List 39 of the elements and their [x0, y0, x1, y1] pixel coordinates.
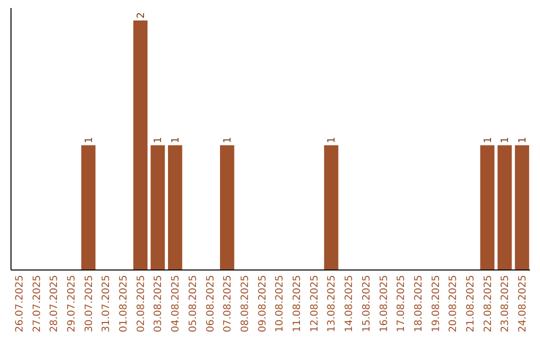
x-tick-label: 22.08.2025 [482, 275, 494, 332]
x-tick-label: 11.08.2025 [292, 275, 304, 332]
data-label: 1 [84, 136, 95, 144]
data-label: 1 [170, 136, 182, 144]
x-tick-label: 13.08.2025 [326, 275, 338, 332]
x-tick-label: 12.08.2025 [309, 275, 320, 332]
x-tick-label: 29.07.2025 [66, 275, 78, 332]
x-tick-label: 23.08.2025 [500, 275, 512, 332]
x-tick-label: 01.08.2025 [118, 275, 130, 332]
x-tick-label: 18.08.2025 [413, 275, 424, 332]
data-label: 1 [518, 136, 529, 144]
x-tick-label: 26.07.2025 [14, 275, 26, 332]
x-tick-label: 30.07.2025 [84, 275, 95, 332]
data-label: 1 [153, 136, 164, 144]
x-tick-label: 09.08.2025 [257, 275, 268, 332]
x-tick-label: 06.08.2025 [205, 275, 216, 332]
data-label: 1 [222, 136, 234, 144]
x-tick-label: 31.07.2025 [101, 275, 112, 332]
x-tick-label: 20.08.2025 [448, 275, 460, 332]
x-tick-label: 03.08.2025 [153, 275, 164, 332]
x-tick-label: 21.08.2025 [465, 275, 476, 332]
x-tick-label: 17.08.2025 [396, 275, 408, 332]
x-tick-label: 02.08.2025 [136, 275, 147, 332]
data-label: 1 [500, 136, 512, 144]
data-label: 1 [326, 136, 338, 144]
data-label: 1 [482, 136, 494, 144]
x-tick-label: 05.08.2025 [188, 275, 199, 332]
x-tick-label: 16.08.2025 [378, 275, 390, 332]
x-tick-label: 24.08.2025 [518, 275, 529, 332]
x-tick-label: 04.08.2025 [170, 275, 182, 332]
x-tick-label: 07.08.2025 [222, 275, 234, 332]
x-tick-label: 08.08.2025 [240, 275, 251, 332]
x-tick-label: 15.08.2025 [361, 275, 372, 332]
x-tick-label: 19.08.2025 [430, 275, 442, 332]
data-label: 2 [136, 12, 147, 18]
x-tick-label: 10.08.2025 [274, 275, 286, 332]
x-tick-label: 28.07.2025 [49, 275, 60, 332]
x-tick-label: 14.08.2025 [344, 275, 356, 332]
x-tick-label: 27.07.2025 [32, 275, 43, 332]
